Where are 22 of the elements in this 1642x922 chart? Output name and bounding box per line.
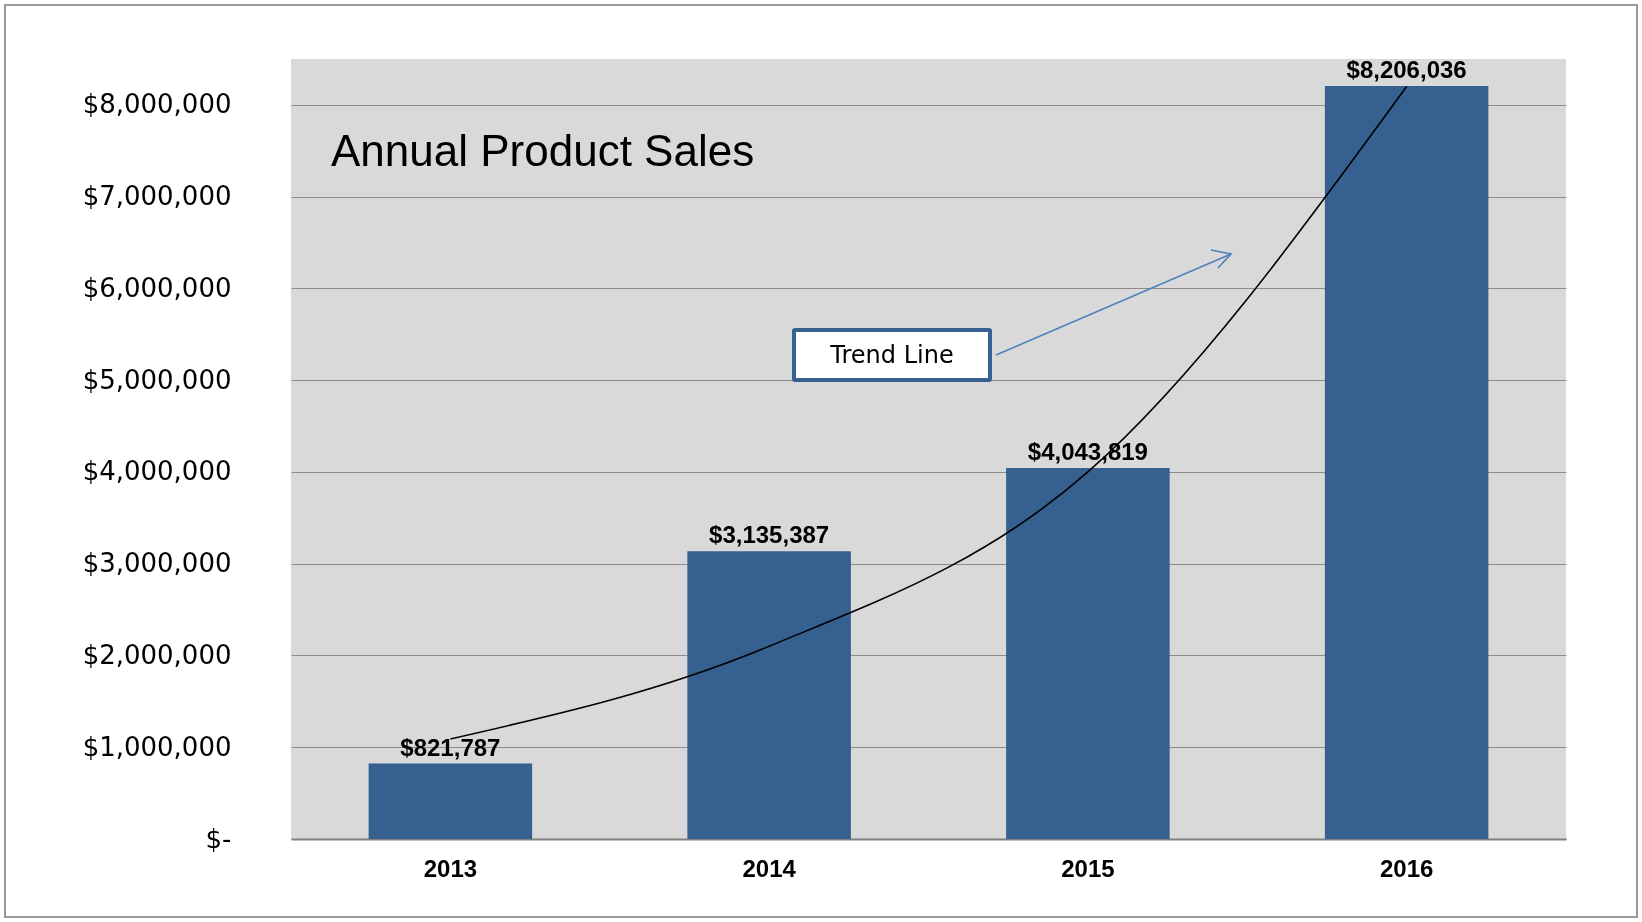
- y-tick-label: $3,000,000: [82, 548, 232, 579]
- x-tick-label: 2015: [1061, 854, 1115, 882]
- bar: [368, 763, 533, 839]
- y-tick-label: $8,000,000: [82, 89, 232, 120]
- x-tick-label: 2016: [1379, 854, 1434, 882]
- data-label: $3,135,387: [709, 521, 830, 549]
- data-label: $821,787: [400, 733, 501, 761]
- y-tick-label: $-: [205, 823, 232, 854]
- bar: [1006, 467, 1170, 839]
- y-tick-label: $5,000,000: [82, 364, 232, 395]
- x-tick-label: 2013: [423, 854, 478, 882]
- bar: [1324, 85, 1489, 839]
- data-label: $8,206,036: [1346, 55, 1467, 83]
- y-tick-label: $4,000,000: [82, 456, 232, 487]
- y-tick-label: $6,000,000: [82, 272, 232, 303]
- y-tick-label: $7,000,000: [82, 181, 232, 212]
- y-tick-label: $1,000,000: [82, 731, 232, 762]
- annotation: Trend Line: [792, 328, 992, 382]
- x-tick-label: 2014: [742, 854, 797, 882]
- bar: [687, 551, 851, 839]
- text: Annual Product Sales: [331, 125, 755, 175]
- y-tick-label: $2,000,000: [82, 639, 232, 670]
